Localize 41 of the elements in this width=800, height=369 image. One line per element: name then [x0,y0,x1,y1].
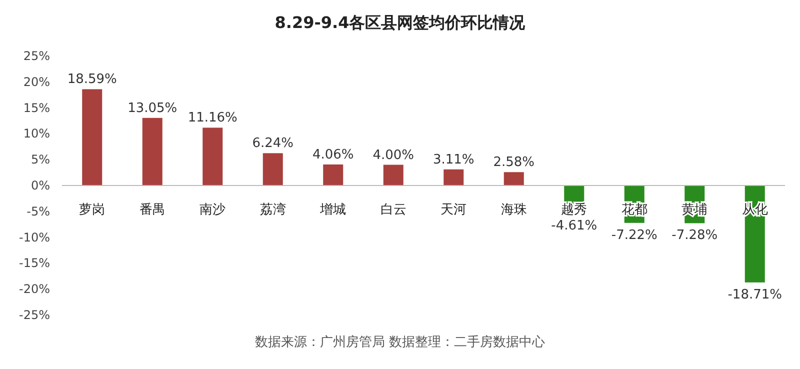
data-label: -18.71% [728,287,782,302]
y-tick-label: 0% [30,178,50,192]
bar [383,164,404,186]
y-tick-label: -10% [18,230,50,244]
y-tick-label: -25% [18,308,50,322]
data-label: -7.28% [672,228,718,244]
y-tick-label: 25% [23,49,50,63]
x-tick-label: 萝岗 [79,202,106,218]
y-tick-label: -5% [26,204,50,218]
x-tick-label: 番禺 [139,202,166,218]
bar [323,164,344,186]
data-label: -7.22% [611,228,658,243]
x-tick-label: 增城 [319,202,346,218]
y-tick-label: 20% [23,74,50,89]
bar [82,89,102,186]
x-tick-label: 荔湾 [260,202,286,218]
y-tick-label: 10% [23,126,50,141]
data-label: 11.16% [188,110,238,126]
x-tick-label: 天河 [440,202,467,218]
bar [142,118,162,186]
data-label: 3.11% [432,152,474,168]
x-tick-label: 海珠 [500,202,527,218]
data-label: 13.05% [128,100,178,116]
data-label: 18.59% [67,72,117,88]
y-tick-label: -20% [18,282,50,296]
y-tick-label: 5% [30,152,50,167]
x-tick-label: 白云 [380,202,406,218]
data-label: -4.61% [551,218,598,234]
bar [202,128,223,186]
data-label: 4.00% [372,148,414,163]
y-tick-label: -15% [18,256,50,270]
bar [262,153,283,186]
chart-title: 8.29-9.4各区县网签均价环比情况 [274,13,526,32]
data-label: 6.24% [252,136,294,152]
data-label: 4.06% [312,147,354,162]
bar [504,172,524,186]
y-tick-label: 15% [23,100,50,115]
bar [444,169,464,186]
source-note: 数据来源：广州房管局 数据整理：二手房数据中心 [254,334,546,350]
data-label: 2.58% [493,155,535,170]
x-tick-label: 南沙 [200,202,226,218]
